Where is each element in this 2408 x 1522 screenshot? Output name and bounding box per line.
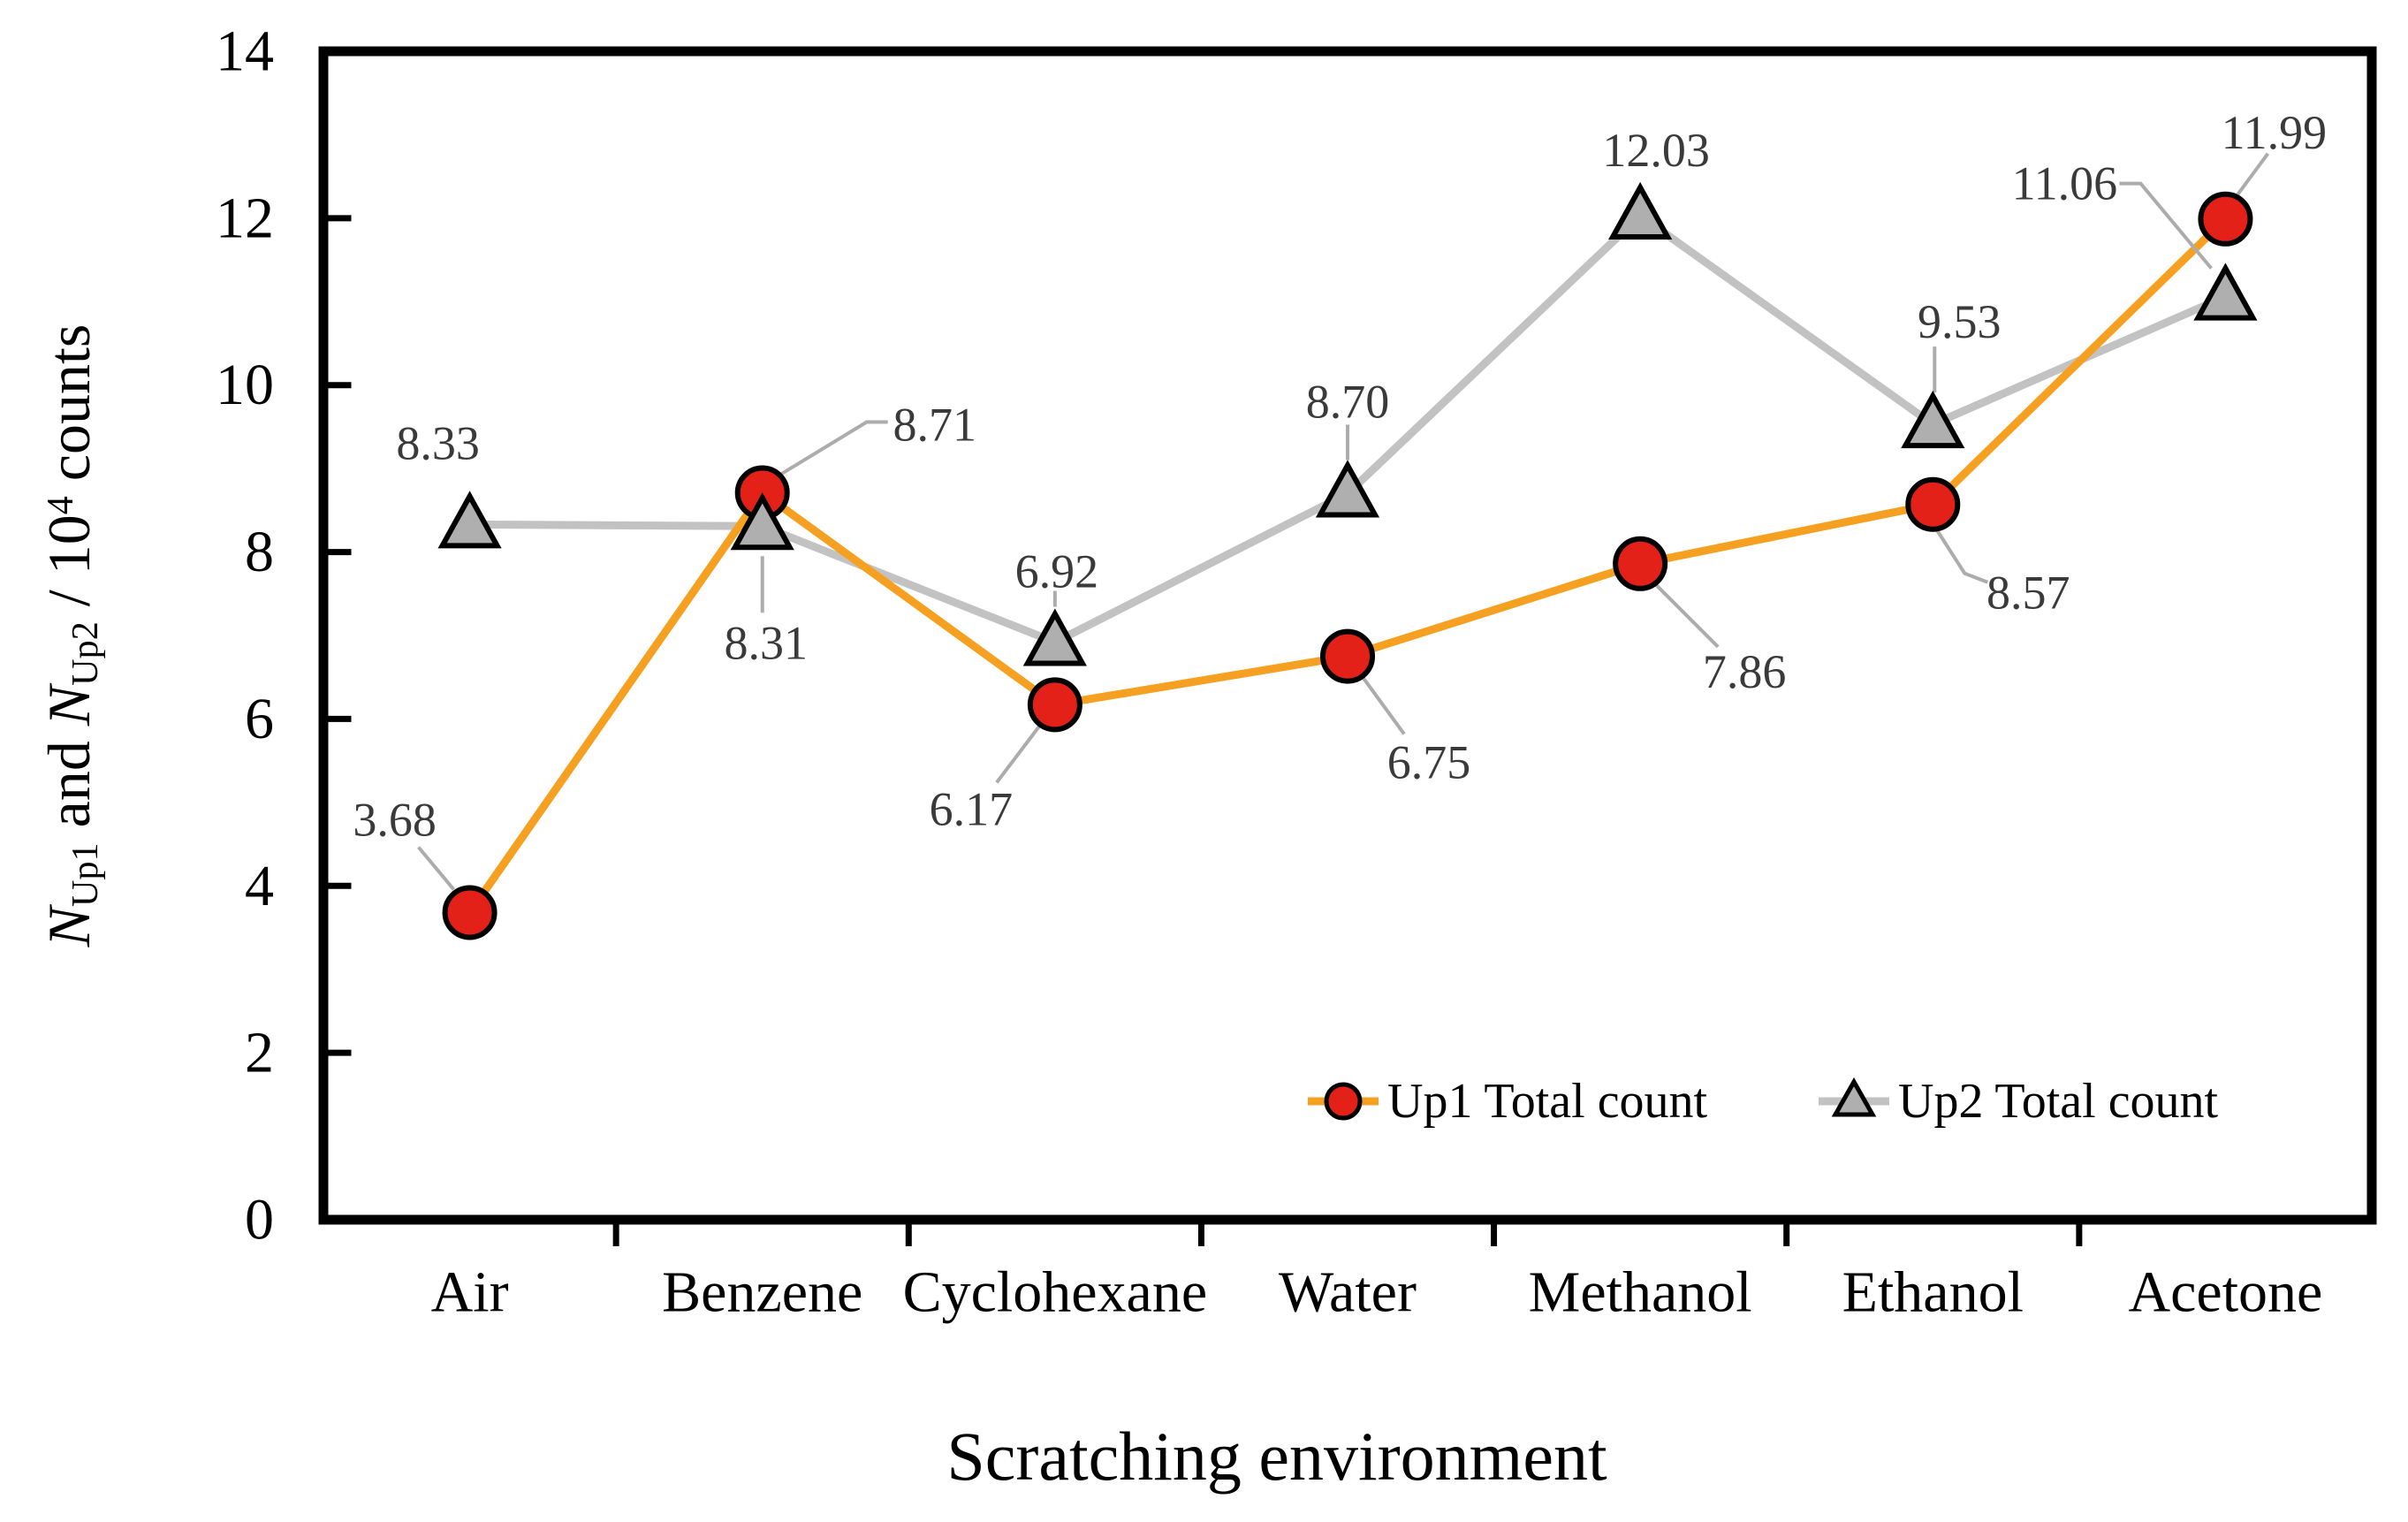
point-label-up1-ethanol: 8.57 [1986,567,2070,620]
y-axis-title-part: 4 [39,496,81,515]
point-label-up2-benzene: 8.31 [724,616,808,669]
marker-up2-benzene [730,492,794,551]
marker-up2-methanol [1608,181,1673,240]
point-label-up1-cyclohexane: 6.17 [930,782,1014,835]
plot-border [318,46,2377,1225]
y-tick-label-12: 12 [216,186,274,250]
y-tick-label-6: 6 [245,687,274,751]
x-category-label-acetone: Acetone [2128,1260,2322,1325]
y-tick-label-14: 14 [216,19,274,84]
marker-up1-cyclohexane [1027,677,1082,733]
leader-line-up2-acetone [2119,181,2213,270]
legend-marker-circle-icon [1324,1082,1363,1121]
marker-up1-ethanol [1905,476,1961,532]
point-label-up2-air: 8.33 [396,416,480,469]
y-axis-title-part: N [34,685,103,727]
point-label-up1-air: 3.68 [353,794,437,847]
legend-label-up1: Up1 Total count [1387,1074,1708,1129]
point-label-up2-cyclohexane: 6.92 [1015,545,1099,598]
point-label-up2-ethanol: 9.53 [1918,295,2002,348]
leader-line-up1-cyclohexane [995,723,1043,784]
x-category-label-water: Water [1279,1260,1417,1325]
point-label-up2-methanol: 12.03 [1602,124,1710,177]
legend-label-up2: Up2 Total count [1898,1074,2219,1129]
x-category-label-benzene: Benzene [662,1260,862,1325]
y-axis-title-part: counts [34,323,103,497]
x-category-label-methanol: Methanol [1529,1260,1752,1325]
marker-up2-cyclohexane [1022,608,1087,666]
marker-up2-water [1315,460,1380,518]
x-category-label-cyclohexane: Cyclohexane [903,1260,1208,1325]
y-axis-title: NUp1 and NUp2 / 104 counts [34,324,107,947]
point-label-up2-water: 8.70 [1306,375,1390,428]
point-label-up1-methanol: 7.86 [1703,645,1787,698]
marker-up1-water [1320,628,1375,684]
y-tick-label-8: 8 [245,520,274,584]
leader-line-up1-air [417,846,456,891]
marker-up1-acetone [2198,191,2253,247]
y-axis-title-part: Up1 [65,842,107,907]
legend-marker-triangle-icon [1831,1077,1877,1117]
point-label-up2-acetone: 11.06 [2012,157,2118,210]
x-category-label-ethanol: Ethanol [1842,1260,2024,1325]
y-tick-label-2: 2 [245,1021,274,1085]
y-tick-label-10: 10 [216,353,274,417]
x-category-label-air: Air [431,1260,509,1325]
leader-line-up1-methanol [1654,583,1720,649]
y-tick-label-0: 0 [245,1188,274,1252]
marker-up1-methanol [1613,536,1668,591]
marker-up2-ethanol [1901,390,1965,449]
point-label-up1-acetone: 11.99 [2222,106,2328,159]
y-axis-title-part: N [34,906,103,947]
x-axis-title: Scratching environment [946,1418,1607,1495]
leader-line-up1-ethanol [1934,528,1989,584]
leader-line-up1-acetone [2236,152,2270,195]
marker-up2-air [437,491,502,549]
point-label-up1-benzene: 8.71 [893,399,976,452]
y-axis-title-part: and [34,726,103,843]
leader-line-up1-water [1360,674,1406,735]
point-label-up1-water: 6.75 [1387,736,1471,789]
y-axis-title-part: Up2 [65,621,107,686]
y-tick-label-4: 4 [245,854,274,918]
marker-up2-acetone [2193,263,2258,321]
leader-line-up1-benzene [779,420,888,476]
marker-up1-air [442,885,498,940]
y-axis-title-part: / 10 [34,514,103,622]
